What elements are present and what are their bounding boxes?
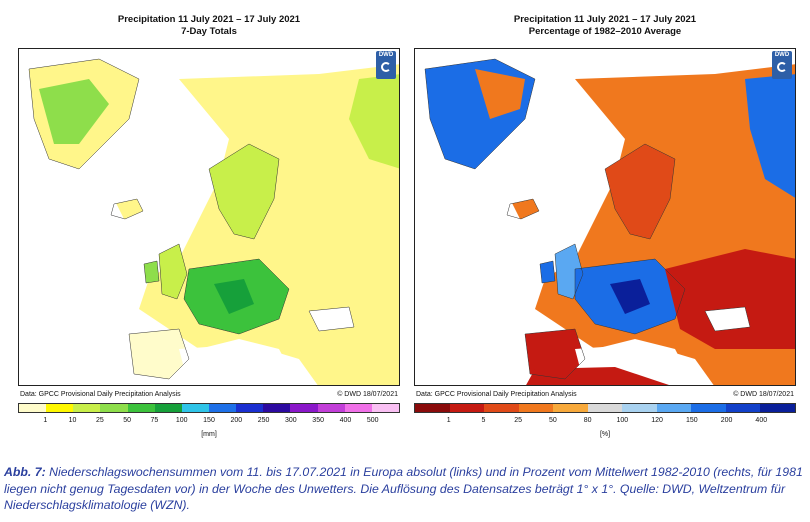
colorbar-segment: [236, 404, 264, 412]
colorbar-tick-label: 50: [123, 417, 132, 424]
colorbar-tick-label: 120: [651, 417, 663, 424]
colorbar-tick-label: 75: [150, 417, 159, 424]
colorbar-segment: [73, 404, 101, 412]
colorbar-tick-label: 200: [230, 417, 243, 424]
colorbar-tick-label: 300: [285, 417, 297, 424]
left-dwd-logo: DWD: [376, 51, 396, 79]
colorbar-segment: [725, 404, 761, 412]
colorbar-segment: [553, 404, 588, 412]
colorbar-segment: [587, 404, 623, 412]
colorbar-tick-label: 150: [685, 417, 698, 424]
left-dwd-swirl-icon: [381, 62, 391, 72]
iberia-region: [129, 329, 189, 379]
colorbar-tick-label: 400: [339, 417, 352, 424]
colorbar-segment: [371, 404, 399, 412]
colorbar-tick-label: 1: [43, 417, 48, 424]
right-title-line2: Percentage of 1982–2010 Average: [528, 26, 682, 37]
left-unit-label: [mm]: [201, 431, 217, 438]
right-map-title: Precipitation 11 July 2021 – 17 July 202…: [414, 14, 796, 38]
colorbar-segment: [691, 404, 726, 412]
figure-caption: Abb. 7: Niederschlagswochensummen vom 11…: [4, 464, 806, 514]
colorbar-segment: [415, 404, 450, 412]
right-percentage-map: [414, 48, 796, 386]
right-title-line1: Precipitation 11 July 2021 – 17 July 202…: [513, 14, 697, 25]
colorbar-segment: [656, 404, 692, 412]
colorbar-segment: [317, 404, 345, 412]
colorbar-tick-label: 100: [616, 417, 629, 424]
right-unit-label: [%]: [599, 431, 611, 438]
colorbar-tick-label: 200: [720, 417, 733, 424]
colorbar-segment: [19, 404, 47, 412]
colorbar-segment: [622, 404, 657, 412]
caption-text: Niederschlagswochensummen vom 11. bis 17…: [4, 465, 803, 512]
left-map-title: Precipitation 11 July 2021 – 17 July 202…: [18, 14, 400, 38]
left-map-graphic: [19, 49, 399, 385]
left-title-line2: 7-Day Totals: [181, 26, 237, 37]
north-africa-region: [526, 367, 669, 385]
colorbar-segment: [181, 404, 209, 412]
right-copyright: © DWD 18/07/2021: [733, 391, 794, 398]
right-colorbar-ticks: 1 5 25 50 80 100 120 150 200 400: [414, 417, 796, 427]
colorbar-tick-label: 25: [514, 417, 523, 424]
colorbar-segment: [344, 404, 372, 412]
caption-label: Abb. 7:: [4, 465, 46, 479]
atlantic-ocean: [415, 179, 535, 385]
colorbar-tick-label: 350: [312, 417, 324, 424]
colorbar-segment: [760, 404, 796, 412]
british-isles-region: [159, 244, 187, 299]
greenland-dry-area: [475, 69, 525, 119]
left-title-line1: Precipitation 11 July 2021 – 17 July 202…: [117, 14, 301, 25]
greenland-wet-area: [39, 79, 109, 144]
colorbar-tick-label: 400: [755, 417, 768, 424]
colorbar-segment: [290, 404, 318, 412]
colorbar-tick-label: 80: [583, 417, 592, 424]
colorbar-tick-label: 10: [68, 417, 77, 424]
germany-extreme-percentage: [610, 279, 650, 314]
right-dwd-logo: DWD: [772, 51, 792, 79]
mediterranean-sea: [179, 344, 318, 385]
ireland-region: [144, 261, 159, 283]
iberia-region: [525, 329, 585, 379]
left-colorbar: [18, 403, 400, 413]
colorbar-segment: [100, 404, 128, 412]
colorbar-tick-label: 100: [175, 417, 188, 424]
colorbar-segment: [263, 404, 291, 412]
northeast-wet-area: [745, 74, 795, 198]
colorbar-tick-label: 150: [203, 417, 215, 424]
eastern-europe-dry: [665, 249, 795, 349]
colorbar-segment: [46, 404, 74, 412]
northeast-wet-area: [349, 74, 399, 169]
colorbar-segment: [154, 404, 182, 412]
colorbar-tick-label: 250: [257, 417, 270, 424]
colorbar-tick-label: 1: [446, 417, 451, 424]
colorbar-tick-label: 25: [95, 417, 104, 424]
colorbar-segment: [484, 404, 519, 412]
right-colorbar: [414, 403, 796, 413]
right-map-graphic: [415, 49, 795, 385]
left-data-source: Data: GPCC Provisional Daily Precipitati…: [20, 391, 181, 398]
germany-extreme-rain: [214, 279, 254, 314]
colorbar-tick-label: 50: [549, 417, 557, 424]
left-copyright: © DWD 18/07/2021: [337, 391, 398, 398]
right-map-panel: Precipitation 11 July 2021 – 17 July 202…: [414, 14, 796, 444]
scandinavia-region: [209, 144, 279, 239]
colorbar-tick-label: 5: [481, 417, 486, 424]
colorbar-segment: [449, 404, 485, 412]
colorbar-segment: [208, 404, 237, 412]
scandinavia-region: [605, 144, 675, 239]
left-colorbar-ticks: 1 10 25 50 75 100 150 200 250 300 350 400 500: [18, 417, 400, 427]
black-sea: [705, 307, 750, 331]
right-dwd-swirl-icon: [777, 62, 787, 72]
left-map-panel: Precipitation 11 July 2021 – 17 July 202…: [18, 14, 400, 444]
left-precipitation-map: [18, 48, 400, 386]
left-dwd-logo-text: DWD: [378, 52, 394, 58]
right-dwd-logo-text: DWD: [774, 52, 790, 58]
atlantic-ocean: [19, 179, 139, 385]
black-sea: [309, 307, 354, 331]
colorbar-segment: [518, 404, 554, 412]
colorbar-tick-label: 500: [366, 417, 379, 424]
right-data-source: Data: GPCC Provisional Daily Precipitati…: [416, 391, 577, 398]
ireland-region: [540, 261, 555, 283]
colorbar-segment: [127, 404, 155, 412]
